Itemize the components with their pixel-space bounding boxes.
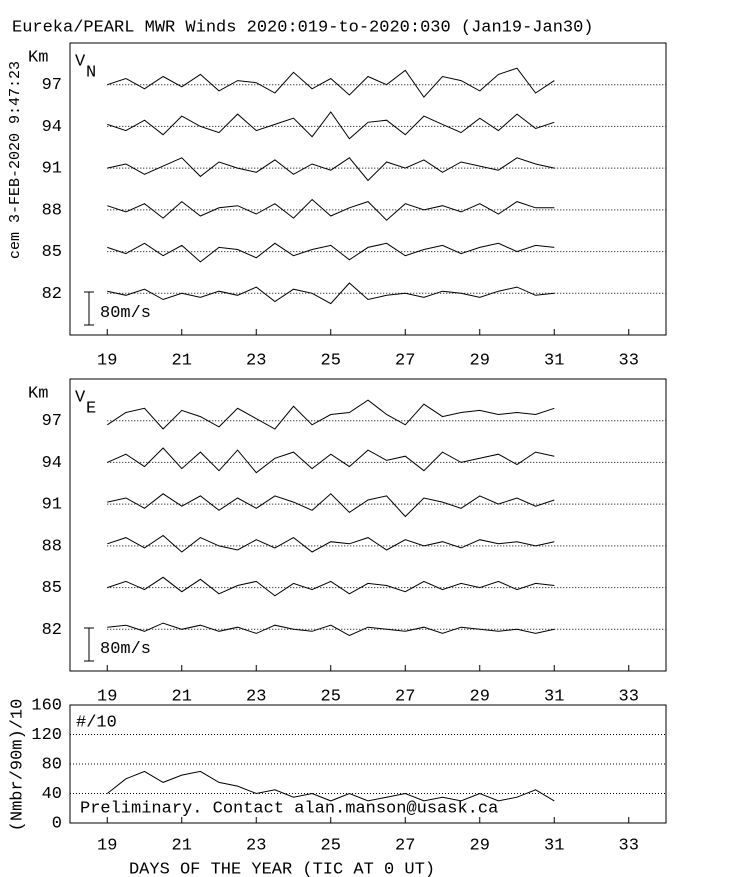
- chart-title: Eureka/PEARL MWR Winds 2020:019-to-2020:…: [12, 18, 594, 37]
- y-tick-label: 85: [42, 579, 62, 598]
- x-tick-label: 21: [172, 351, 192, 370]
- y-tick-label: 94: [42, 454, 62, 473]
- y-axis-label: Km: [28, 384, 48, 403]
- wind-trace: [107, 576, 555, 597]
- scale-bar: [84, 291, 94, 326]
- y-tick-label: 40: [42, 785, 62, 804]
- x-tick-label: 19: [97, 351, 117, 370]
- count-line: [106, 770, 555, 802]
- x-tick-label: 33: [619, 687, 639, 706]
- y-tick-label: 0: [52, 814, 62, 833]
- x-tick-label: 27: [395, 351, 415, 370]
- x-tick-label: 23: [246, 351, 266, 370]
- y-tick-label: 160: [31, 696, 62, 715]
- panel-label: V: [75, 52, 86, 71]
- annotation: Preliminary. Contact alan.manson@usask.c…: [80, 799, 498, 818]
- x-tick-label: 27: [395, 687, 415, 706]
- wind-trace: [107, 399, 555, 430]
- x-tick-label: 19: [97, 836, 117, 855]
- panel-label: #/10: [76, 713, 117, 732]
- panel-label: V: [75, 388, 86, 407]
- timestamp: cem 3-FEB-2020 9:47:23: [7, 61, 24, 259]
- x-tick-label: 31: [544, 351, 564, 370]
- panel-frame: [69, 378, 667, 672]
- y-tick-label: 88: [42, 537, 62, 556]
- wind-trace: [107, 111, 555, 140]
- panel-label-sub: N: [86, 63, 96, 82]
- x-tick-label: 23: [246, 687, 266, 706]
- y-axis-label: (Nmbr/90m)/10: [8, 699, 27, 832]
- panel-frame: [69, 42, 667, 336]
- scale-bar-label: 80m/s: [100, 640, 151, 659]
- x-tick-label: 25: [321, 351, 341, 370]
- panel-label-sub: E: [86, 399, 96, 418]
- x-tick-label: 29: [470, 836, 490, 855]
- wind-trace: [107, 67, 555, 98]
- y-tick-label: 82: [42, 621, 62, 640]
- x-tick-label: 21: [172, 836, 192, 855]
- wind-trace: [107, 198, 555, 221]
- x-tick-label: 23: [246, 836, 266, 855]
- x-tick-label: 31: [544, 687, 564, 706]
- y-tick-label: 91: [42, 160, 62, 179]
- x-tick-label: 29: [470, 351, 490, 370]
- y-tick-label: 120: [31, 726, 62, 745]
- wind-trace: [107, 493, 555, 518]
- x-tick-label: 33: [619, 351, 639, 370]
- x-tick-label: 21: [172, 687, 192, 706]
- y-tick-label: 97: [42, 76, 62, 95]
- x-tick-label: 25: [321, 687, 341, 706]
- y-tick-label: 97: [42, 412, 62, 431]
- x-tick-label: 33: [619, 836, 639, 855]
- y-tick-label: 85: [42, 243, 62, 262]
- y-axis-label: Km: [28, 48, 48, 67]
- y-tick-label: 91: [42, 496, 62, 515]
- wind-trace: [107, 282, 555, 305]
- x-tick-label: 25: [321, 836, 341, 855]
- y-tick-label: 80: [42, 755, 62, 774]
- x-tick-label: 19: [97, 687, 117, 706]
- y-tick-label: 82: [42, 285, 62, 304]
- wind-trace: [107, 447, 555, 474]
- x-tick-label: 31: [544, 836, 564, 855]
- wind-trace: [107, 157, 555, 182]
- y-tick-label: 88: [42, 201, 62, 220]
- x-axis-label: DAYS OF THE YEAR (TIC AT 0 UT): [129, 860, 435, 877]
- wind-trace: [107, 622, 555, 637]
- scale-bar: [84, 627, 94, 662]
- scale-bar-label: 80m/s: [100, 304, 151, 323]
- y-tick-label: 94: [42, 118, 62, 137]
- wind-trace: [107, 242, 555, 263]
- x-tick-label: 29: [470, 687, 490, 706]
- x-tick-label: 27: [395, 836, 415, 855]
- wind-trace: [107, 534, 555, 553]
